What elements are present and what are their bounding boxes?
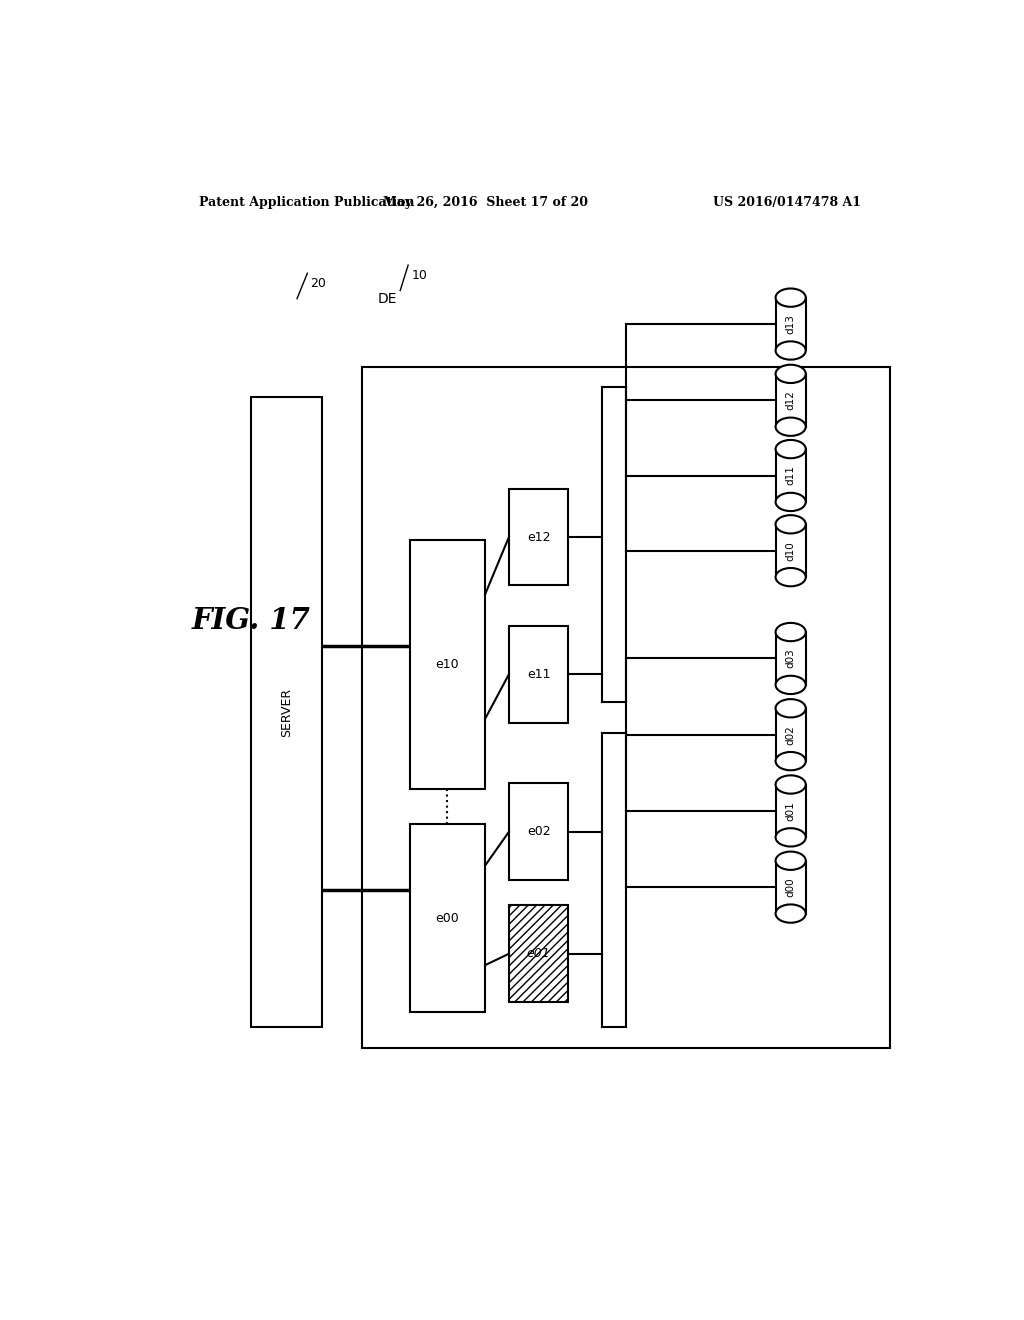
Ellipse shape [775,342,806,359]
Text: Patent Application Publication: Patent Application Publication [200,195,415,209]
Bar [775,784,806,837]
Bar [775,524,806,577]
Bar [362,367,890,1048]
Ellipse shape [775,417,806,436]
Text: d02: d02 [785,725,796,744]
Ellipse shape [775,775,806,793]
Bar [410,540,485,788]
Text: d01: d01 [785,801,796,821]
Text: e12: e12 [527,531,551,544]
Bar [509,626,568,722]
Ellipse shape [775,364,806,383]
Text: e10: e10 [435,657,459,671]
Bar [775,297,806,351]
Ellipse shape [775,851,806,870]
Ellipse shape [775,492,806,511]
Text: d00: d00 [785,878,796,898]
Bar [410,824,485,1012]
Ellipse shape [775,700,806,718]
Bar [509,906,568,1002]
Ellipse shape [775,828,806,846]
Text: d13: d13 [785,314,796,334]
Bar [509,784,568,880]
Text: d10: d10 [785,541,796,561]
Text: FIG. 17: FIG. 17 [191,606,310,635]
Bar [775,449,806,502]
Ellipse shape [775,904,806,923]
Bar [251,397,323,1027]
Ellipse shape [775,752,806,771]
Text: d12: d12 [785,391,796,411]
Bar [775,709,806,762]
Text: e11: e11 [527,668,551,681]
Bar [775,861,806,913]
Text: May 26, 2016  Sheet 17 of 20: May 26, 2016 Sheet 17 of 20 [383,195,588,209]
Bar [775,632,806,685]
Text: 20: 20 [310,277,327,290]
Ellipse shape [775,568,806,586]
Ellipse shape [775,676,806,694]
Ellipse shape [775,440,806,458]
Bar [775,374,806,426]
Text: d03: d03 [785,648,796,668]
Text: DE: DE [378,292,397,306]
Text: US 2016/0147478 A1: US 2016/0147478 A1 [713,195,861,209]
Text: e01: e01 [526,948,551,960]
Text: d11: d11 [785,466,796,486]
Text: 10: 10 [412,269,428,281]
Text: SERVER: SERVER [281,688,293,737]
Bar [509,488,568,585]
Ellipse shape [775,623,806,642]
Text: e02: e02 [527,825,551,838]
Text: e00: e00 [435,912,460,924]
Ellipse shape [775,515,806,533]
Ellipse shape [775,289,806,306]
